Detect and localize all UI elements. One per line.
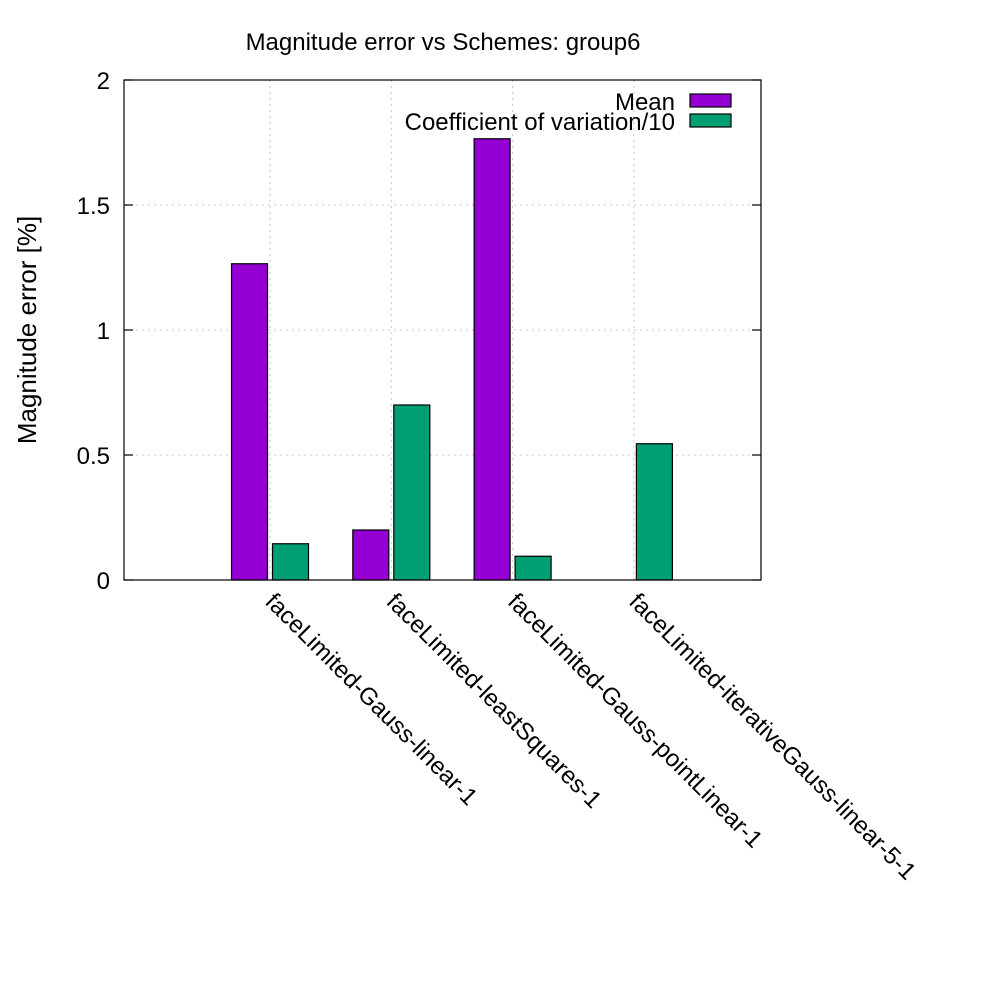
- legend-label: Coefficient of variation/10: [405, 109, 675, 136]
- y-tick-label: 1: [97, 318, 110, 345]
- bar-cov-1: [271, 543, 310, 581]
- y-tick-label: 1.5: [77, 193, 110, 220]
- legend-swatch: [689, 113, 732, 128]
- bar-mean-2: [352, 529, 390, 581]
- legend-label: Mean: [615, 89, 675, 116]
- bars: [230, 138, 674, 581]
- x-category-label: faceLimited-leastSquares-1: [381, 588, 607, 814]
- bar-cov-4: [635, 443, 674, 581]
- y-axis-ticks: 0 0.5 1 1.5 2: [77, 68, 761, 595]
- bar-cov-3: [514, 555, 552, 581]
- legend-swatch: [689, 93, 732, 108]
- x-category-label: faceLimited-Gauss-pointLinear-1: [502, 588, 767, 853]
- bar-mean-1: [230, 263, 269, 581]
- bar-cov-2: [393, 404, 431, 581]
- y-tick-label: 0.5: [77, 443, 110, 470]
- y-axis-label: Magnitude error [%]: [12, 216, 42, 444]
- chart-title: Magnitude error vs Schemes: group6: [246, 29, 641, 56]
- x-category-label: faceLimited-Gauss-linear-1: [260, 588, 483, 811]
- grid-lines: [124, 80, 761, 580]
- x-axis-category-labels: faceLimited-Gauss-linear-1faceLimited-le…: [260, 588, 921, 885]
- bar-mean-3: [473, 138, 511, 581]
- y-tick-label: 0: [97, 568, 110, 595]
- y-tick-label: 2: [97, 68, 110, 95]
